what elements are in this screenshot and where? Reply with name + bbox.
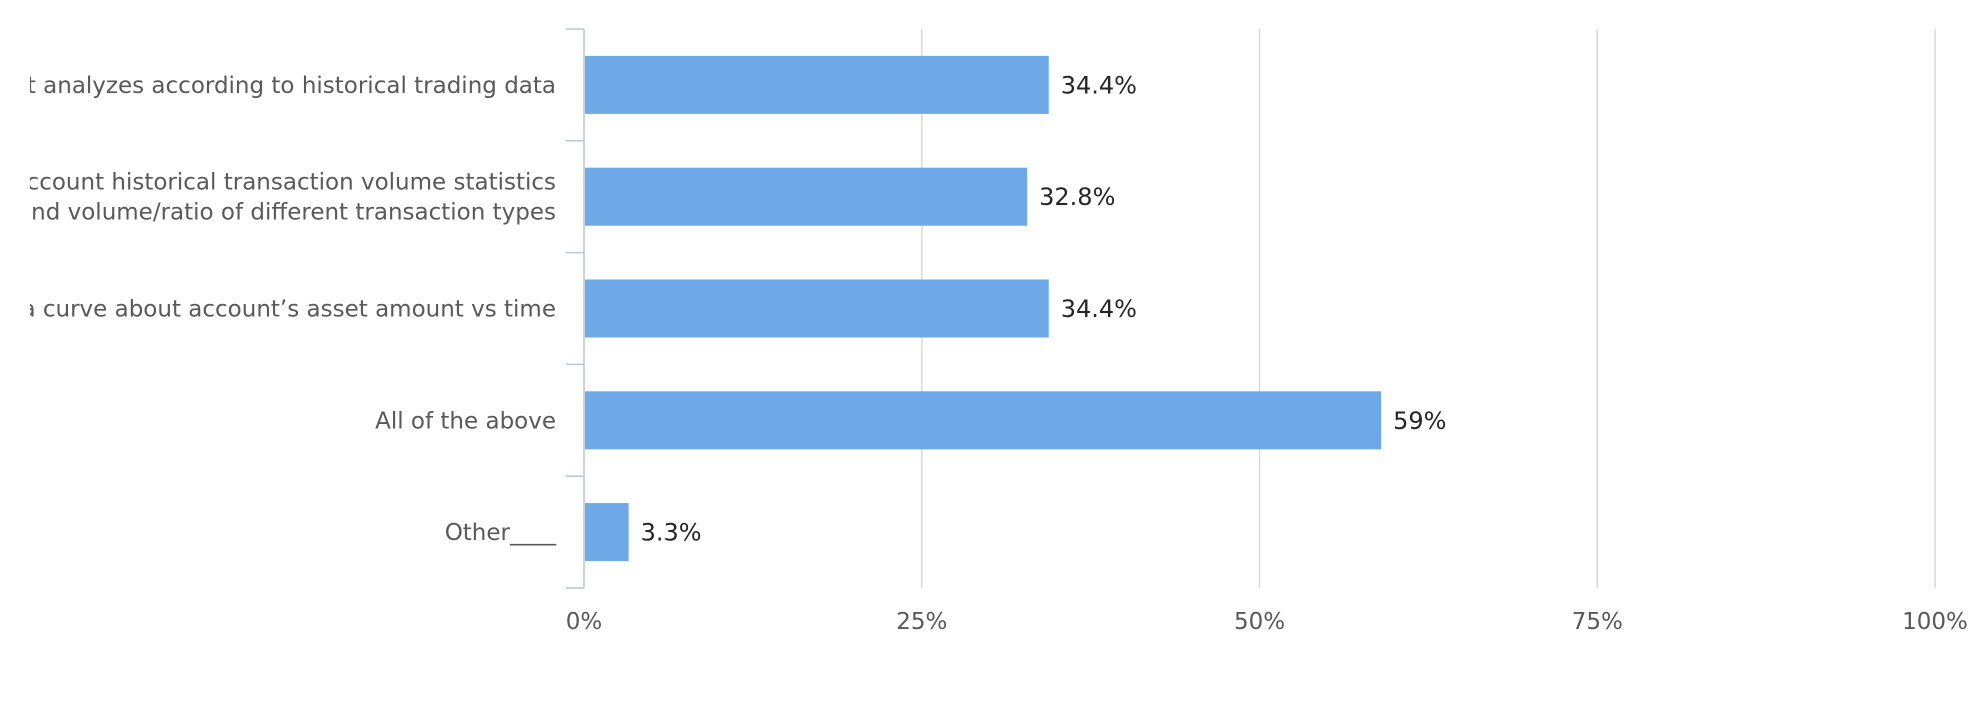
x-tick-label: 50%	[1234, 609, 1285, 635]
x-tick-label: 0%	[566, 609, 603, 635]
bar-value-label: 34.4%	[1061, 295, 1137, 323]
bar	[585, 391, 1382, 450]
category-label: Time and volume/ratio of different trans…	[0, 200, 556, 226]
bar-value-label: 59%	[1393, 407, 1446, 435]
bar-value-label: 32.8%	[1039, 183, 1115, 211]
x-tick-label: 75%	[1572, 609, 1623, 635]
bar	[585, 503, 629, 562]
bar	[585, 167, 1028, 226]
category-label: Account historical transaction volume st…	[11, 170, 556, 196]
bar	[585, 279, 1049, 338]
value-axis-ticks: 0% 25% 50% 75% 100%	[566, 609, 1968, 635]
category-label: Account analyzes according to historical…	[0, 73, 556, 99]
x-tick-label: 100%	[1902, 609, 1968, 635]
category-label: All of the above	[375, 408, 556, 434]
bar-value-label: 34.4%	[1061, 71, 1137, 99]
category-axis	[566, 28, 585, 589]
x-tick-label: 25%	[896, 609, 947, 635]
category-label: Other____	[445, 520, 557, 546]
bars	[585, 55, 1382, 562]
bar-value-label: 3.3%	[641, 519, 702, 547]
category-labels: Account analyzes according to historical…	[0, 73, 557, 546]
data-labels: 34.4% 32.8% 34.4% 59% 3.3%	[641, 71, 1447, 546]
bar	[585, 55, 1049, 114]
category-label: Draw a curve about account’s asset amoun…	[0, 297, 556, 323]
